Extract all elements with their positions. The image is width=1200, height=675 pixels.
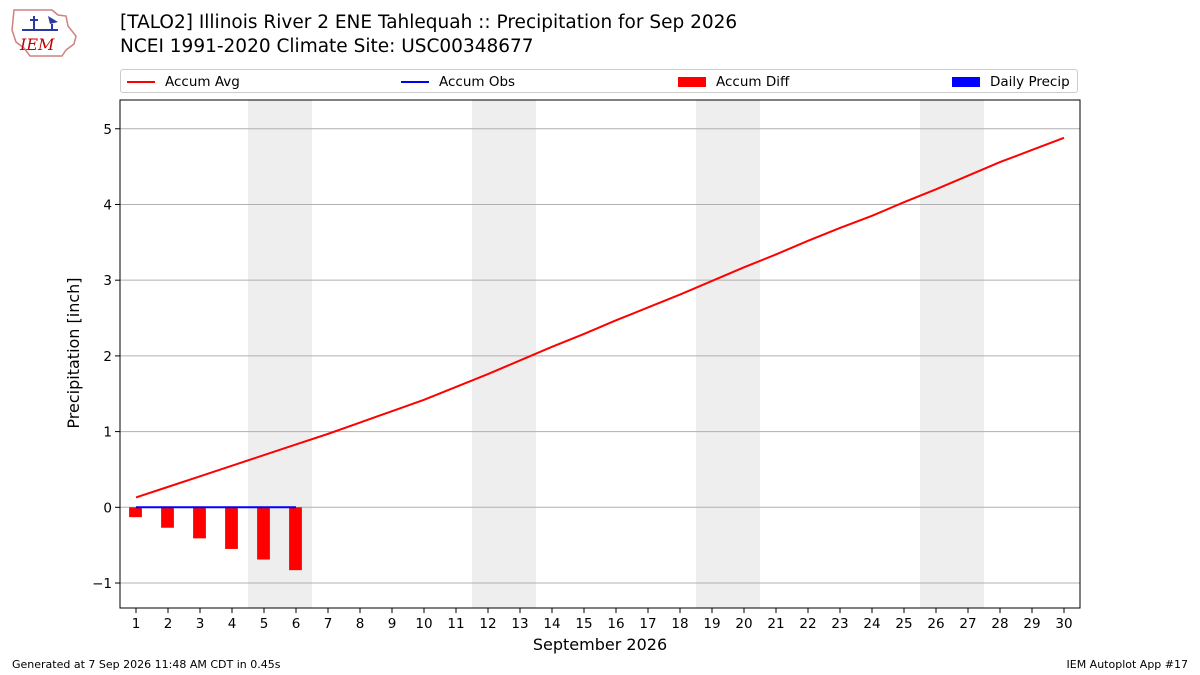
legend-swatch-accum-avg [127,81,155,83]
iem-logo: IEM [11,9,77,57]
logo-text: IEM [19,35,55,54]
x-tick-label-1: 1 [132,616,141,632]
y-tick-label-2: 1 [103,425,112,441]
x-tick-label-22: 22 [799,616,816,632]
x-tick-label-15: 15 [575,616,592,632]
x-tick-label-4: 4 [228,616,237,632]
weekend-shade-2 [696,100,760,608]
legend-label-accum-obs: Accum Obs [439,74,516,90]
legend-label-accum-avg: Accum Avg [165,74,240,90]
x-tick-label-11: 11 [447,616,464,632]
x-tick-label-24: 24 [863,616,880,632]
x-tick-label-12: 12 [479,616,496,632]
y-tick-label-4: 3 [103,273,112,289]
x-tick-label-19: 19 [703,616,720,632]
y-tick-label-6: 5 [103,122,112,138]
x-tick-label-9: 9 [388,616,397,632]
bar-accum-diff-5 [257,507,270,560]
bars-layer [129,507,302,571]
bar-accum-diff-3 [193,507,206,539]
x-tick-label-17: 17 [639,616,656,632]
legend-swatch-accum-obs [401,81,429,83]
x-tick-label-25: 25 [895,616,912,632]
legend-swatch-daily-precip [952,77,980,87]
x-axis-label: September 2026 [533,635,667,654]
x-tick-label-8: 8 [356,616,365,632]
weekend-shading-layer [248,100,984,608]
x-tick-label-13: 13 [511,616,528,632]
legend-label-accum-diff: Accum Diff [716,74,790,90]
x-tick-label-3: 3 [196,616,205,632]
bar-accum-diff-6 [289,507,302,571]
bar-accum-diff-1 [129,507,142,518]
x-tick-label-27: 27 [959,616,976,632]
legend-item-accum-avg: Accum Avg [127,73,240,91]
legend-label-daily-precip: Daily Precip [990,74,1070,90]
y-tick-label-1: 0 [103,500,112,516]
x-tick-label-5: 5 [260,616,269,632]
x-tick-label-14: 14 [543,616,560,632]
generated-timestamp: Generated at 7 Sep 2026 11:48 AM CDT in … [12,658,281,671]
y-axis-label: Precipitation [inch] [64,277,83,428]
chart-legend: Accum Avg Accum Obs Accum Diff Daily Pre… [120,69,1078,93]
x-tick-label-7: 7 [324,616,333,632]
series-line-accum-avg [135,136,1065,499]
x-tick-label-18: 18 [671,616,688,632]
x-tick-label-10: 10 [415,616,432,632]
y-tick-label-0: −1 [92,576,112,592]
y-tick-label-5: 4 [103,197,112,213]
x-tick-label-16: 16 [607,616,624,632]
legend-swatch-accum-diff [678,77,706,87]
chart-title: [TALO2] Illinois River 2 ENE Tahlequah :… [120,12,738,33]
x-tick-label-20: 20 [735,616,752,632]
x-tick-label-21: 21 [767,616,784,632]
lines-layer [135,136,1065,509]
plot-frame [119,99,1081,609]
weekend-shade-1 [472,100,536,608]
legend-item-accum-diff: Accum Diff [678,73,789,91]
weekend-shade-3 [920,100,984,608]
y-tick-label-3: 2 [103,349,112,365]
chart-subtitle: NCEI 1991-2020 Climate Site: USC00348677 [120,36,534,57]
bar-accum-diff-2 [161,507,174,528]
bar-accum-diff-4 [225,507,238,549]
x-tick-label-6: 6 [292,616,301,632]
app-credit: IEM Autoplot App #17 [1066,658,1189,671]
x-tick-label-26: 26 [927,616,944,632]
x-tick-label-29: 29 [1023,616,1040,632]
x-tick-label-23: 23 [831,616,848,632]
legend-item-daily-precip: Daily Precip [952,73,1070,91]
x-tick-label-30: 30 [1055,616,1072,632]
x-tick-label-2: 2 [164,616,173,632]
x-tick-label-28: 28 [991,616,1008,632]
legend-item-accum-obs: Accum Obs [401,73,515,91]
